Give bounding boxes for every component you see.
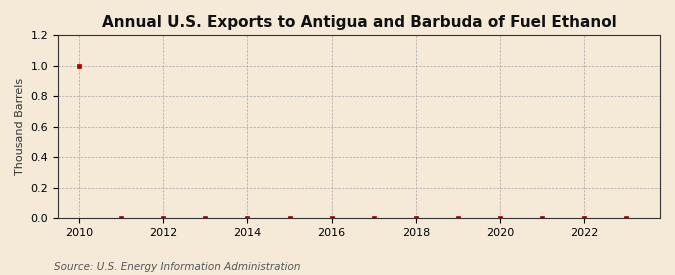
Text: Source: U.S. Energy Information Administration: Source: U.S. Energy Information Administ…: [54, 262, 300, 272]
Title: Annual U.S. Exports to Antigua and Barbuda of Fuel Ethanol: Annual U.S. Exports to Antigua and Barbu…: [102, 15, 616, 30]
Y-axis label: Thousand Barrels: Thousand Barrels: [15, 78, 25, 175]
